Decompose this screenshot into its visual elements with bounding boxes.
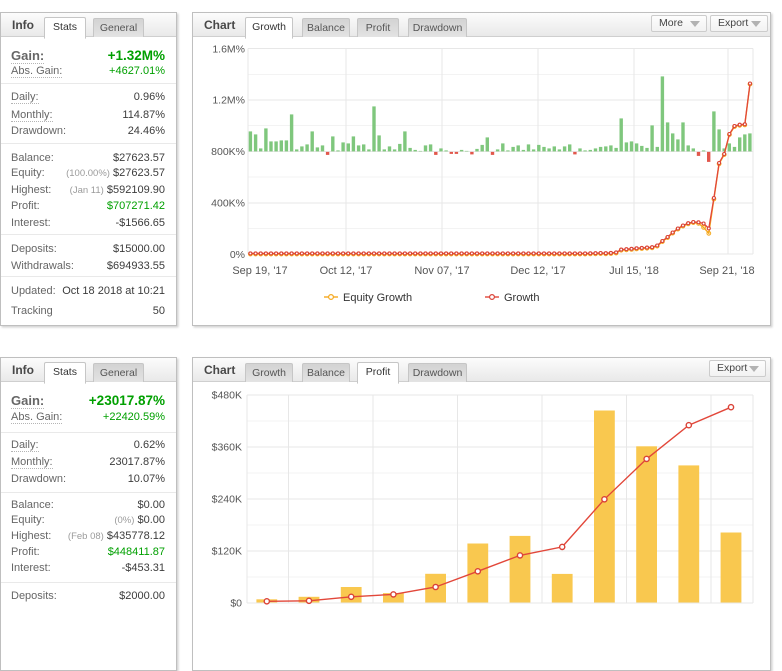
svg-text:$360K: $360K xyxy=(212,442,242,454)
svg-text:1.2M%: 1.2M% xyxy=(212,95,245,107)
svg-text:Equity Growth: Equity Growth xyxy=(343,292,412,304)
svg-text:0%: 0% xyxy=(230,249,245,261)
svg-text:$240K: $240K xyxy=(212,494,242,506)
svg-text:Oct 12, '17: Oct 12, '17 xyxy=(320,265,373,277)
svg-text:Nov 07, '17: Nov 07, '17 xyxy=(414,265,469,277)
svg-text:1.6M%: 1.6M% xyxy=(212,43,245,55)
svg-text:$0: $0 xyxy=(230,598,242,610)
svg-text:Dec 12, '17: Dec 12, '17 xyxy=(510,265,565,277)
svg-text:$480K: $480K xyxy=(212,390,242,402)
svg-text:Growth: Growth xyxy=(504,292,539,304)
svg-text:Sep 21, '18: Sep 21, '18 xyxy=(699,265,754,277)
svg-text:Sep 19, '17: Sep 19, '17 xyxy=(232,265,287,277)
svg-text:400K%: 400K% xyxy=(211,198,245,210)
svg-text:$120K: $120K xyxy=(212,546,242,558)
svg-text:800K%: 800K% xyxy=(211,146,245,158)
svg-text:Jul 15, '18: Jul 15, '18 xyxy=(609,265,659,277)
